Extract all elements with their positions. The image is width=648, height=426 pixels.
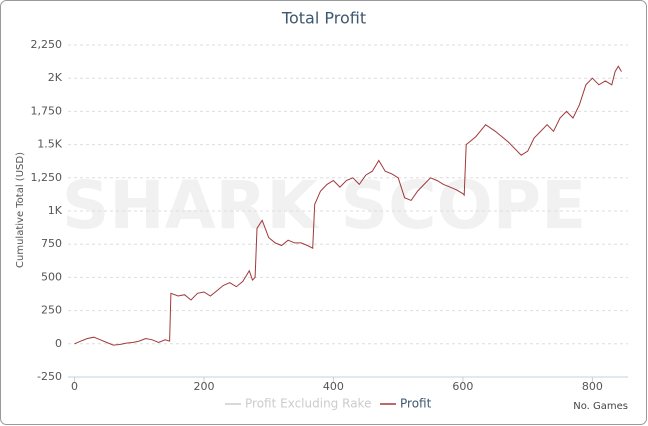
x-tick-label: 200 <box>193 380 214 393</box>
profit-line <box>74 65 622 346</box>
y-tick-label: 1,250 <box>31 171 63 184</box>
chart-title: Total Profit <box>281 9 366 28</box>
y-tick-label: 2,250 <box>31 38 63 51</box>
y-tick-label: 750 <box>41 237 62 250</box>
y-tick-label: -250 <box>37 370 62 383</box>
x-tick-label: 600 <box>452 380 473 393</box>
y-tick-label: 1,750 <box>31 104 63 117</box>
y-tick-label: 250 <box>41 304 62 317</box>
y-tick-label: 2K <box>48 71 63 84</box>
y-tick-label: 1K <box>48 204 63 217</box>
legend-label: Profit <box>400 397 432 411</box>
watermark: SHARK SCOPE <box>62 167 586 244</box>
x-tick-label: 0 <box>71 380 78 393</box>
legend-label: Profit Excluding Rake <box>245 397 371 411</box>
x-tick-label: 400 <box>323 380 344 393</box>
x-tick-label: 800 <box>582 380 603 393</box>
y-tick-label: 500 <box>41 270 62 283</box>
y-tick-label: 1.5K <box>37 138 62 151</box>
x-axis-title: No. Games <box>573 401 628 412</box>
y-tick-label: 0 <box>55 337 62 350</box>
y-axis-title: Cumulative Total (USD) <box>15 152 26 268</box>
